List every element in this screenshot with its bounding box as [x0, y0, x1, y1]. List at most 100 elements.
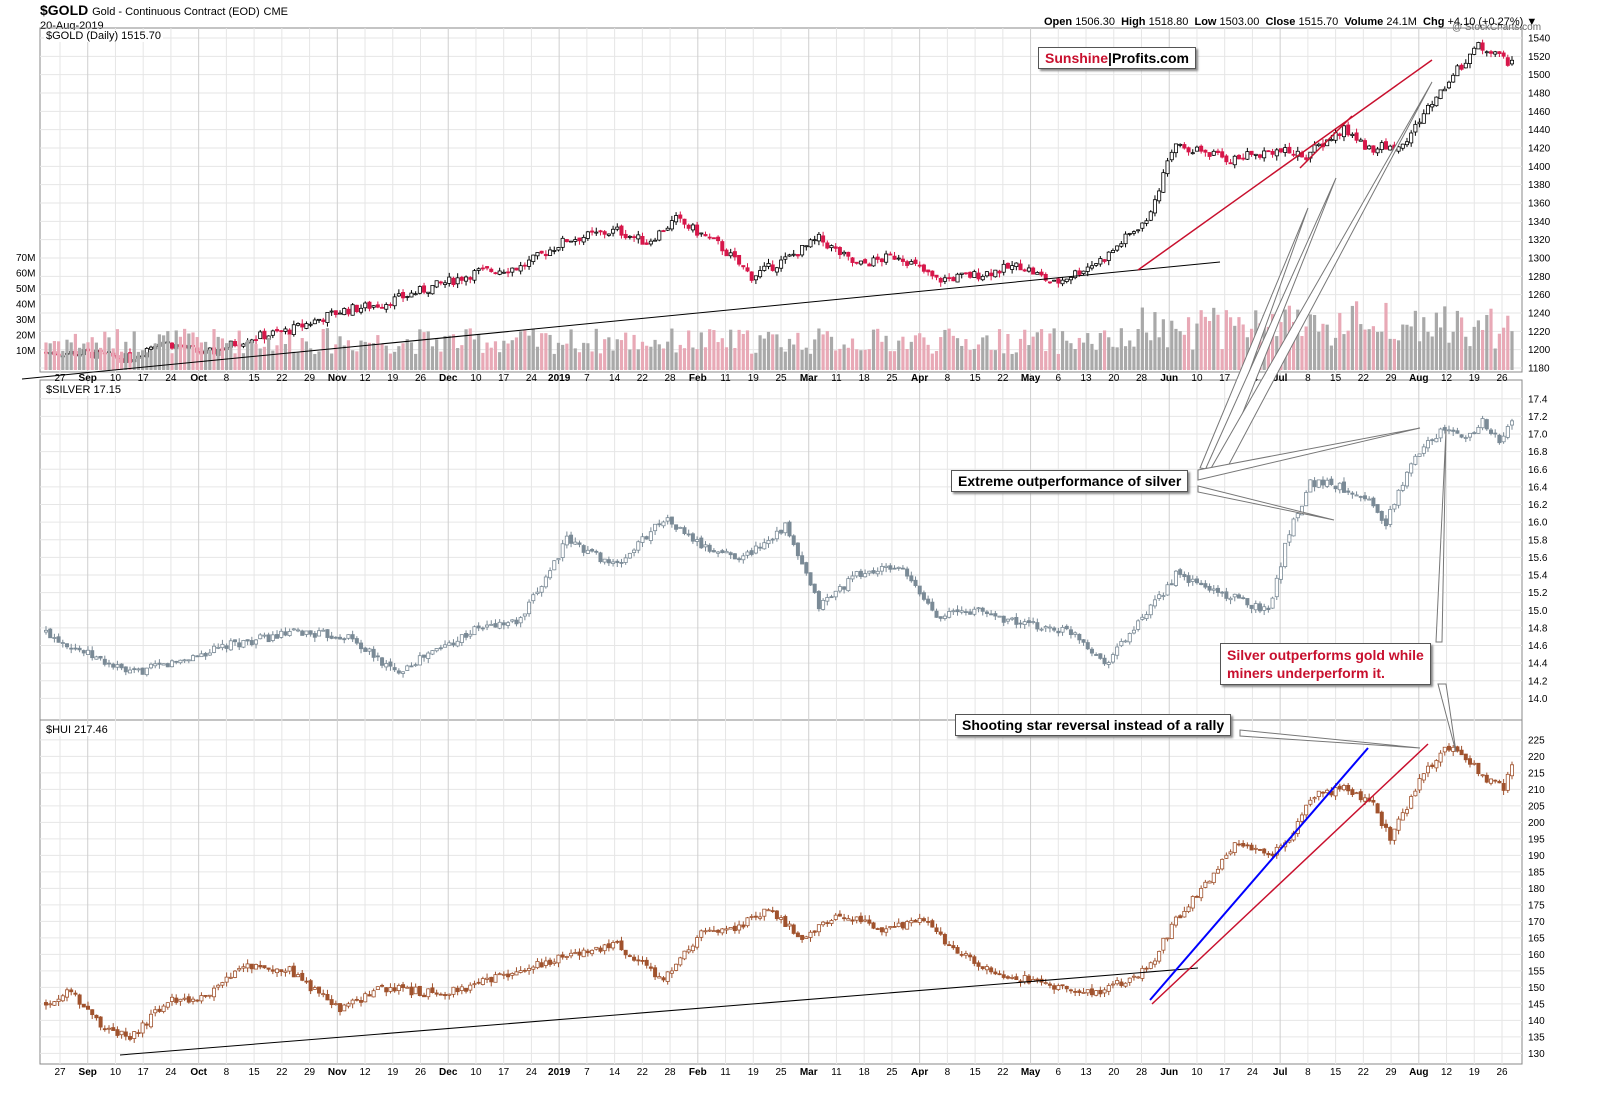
- volume-tick-label: 40M: [16, 300, 35, 311]
- volume-bar: [296, 352, 300, 370]
- x-tick-label: 22: [1358, 373, 1370, 384]
- candle-body: [1220, 591, 1225, 594]
- candle-body: [1299, 814, 1304, 822]
- volume-bar: [552, 353, 556, 370]
- candle-body: [489, 976, 494, 983]
- candle-body: [749, 550, 754, 555]
- candle-body: [758, 916, 763, 919]
- candle-body: [1186, 906, 1191, 912]
- candle-body: [632, 549, 637, 553]
- candle-body: [216, 646, 221, 649]
- candle-body: [296, 974, 301, 978]
- candle-body: [459, 986, 464, 991]
- volume-bar: [1363, 329, 1367, 370]
- candle-body: [812, 930, 817, 933]
- candle-body: [611, 942, 616, 949]
- gold-support-trendline: [21, 261, 1221, 380]
- candle-body: [1169, 923, 1174, 939]
- candle-body: [850, 257, 855, 263]
- candle-body: [867, 263, 872, 267]
- x-tick-label: 6: [1056, 373, 1062, 384]
- volume-bar: [317, 351, 321, 370]
- x-tick-label: 22: [637, 373, 649, 384]
- candle-body: [556, 247, 561, 251]
- candle-body: [585, 549, 590, 554]
- candle-body: [1367, 145, 1372, 150]
- volume-bar: [187, 333, 191, 370]
- candle-body: [405, 986, 410, 989]
- candle-body: [1136, 229, 1141, 232]
- candle-body: [1434, 760, 1439, 769]
- candle-body: [892, 255, 897, 260]
- volume-bar: [1023, 329, 1027, 370]
- candle-body: [1438, 89, 1443, 99]
- volume-bar: [813, 339, 817, 370]
- candle-body: [262, 965, 267, 969]
- x-tick-label: 25: [886, 1067, 898, 1078]
- candle-body: [417, 655, 422, 666]
- volume-bar: [162, 335, 166, 370]
- candle-body: [73, 647, 78, 650]
- candle-body: [1115, 245, 1120, 251]
- candle-body: [905, 921, 910, 930]
- candle-body: [308, 630, 313, 635]
- candle-body: [846, 578, 851, 592]
- y-tick-label: 15.0: [1528, 606, 1548, 617]
- candle-body: [581, 545, 586, 553]
- expand-arrow-icon[interactable]: ▼: [1526, 16, 1538, 28]
- candle-body: [107, 662, 112, 665]
- candle-body: [1102, 989, 1107, 994]
- candle-body: [300, 972, 305, 981]
- candle-body: [1358, 791, 1363, 801]
- candle-body: [1207, 585, 1212, 591]
- candle-body: [963, 272, 968, 275]
- candle-body: [1270, 151, 1275, 155]
- candle-body: [573, 541, 578, 545]
- volume-bar: [334, 344, 338, 370]
- volume-bar: [1464, 336, 1468, 370]
- candle-body: [350, 634, 355, 640]
- candle-body: [552, 961, 557, 965]
- candle-body: [434, 992, 439, 995]
- candle-body: [787, 521, 792, 537]
- volume-bar: [905, 349, 909, 370]
- y-tick-label: 16.8: [1528, 447, 1548, 458]
- y-tick-label: 175: [1528, 900, 1545, 911]
- volume-bar: [884, 335, 888, 370]
- x-tick-label: Aug: [1409, 373, 1428, 384]
- volume-bar: [976, 344, 981, 370]
- candle-body: [1467, 432, 1472, 438]
- candle-body: [489, 268, 494, 272]
- candle-body: [682, 527, 687, 534]
- candle-body: [455, 987, 460, 993]
- candle-body: [1283, 542, 1288, 568]
- volume-bar: [850, 338, 855, 370]
- candle-body: [1127, 633, 1132, 643]
- candle-body: [1392, 504, 1397, 510]
- candle-body: [140, 1022, 145, 1034]
- x-tick-label: 8: [1305, 1067, 1311, 1078]
- candle-body: [241, 966, 246, 969]
- candle-body: [1035, 978, 1040, 981]
- candle-body: [1308, 799, 1313, 805]
- candle-body: [833, 590, 838, 598]
- candle-body: [854, 916, 859, 921]
- candle-body: [329, 310, 334, 313]
- candle-body: [186, 659, 191, 662]
- candle-body: [1325, 789, 1330, 794]
- candle-body: [1236, 843, 1241, 846]
- candle-body: [422, 285, 427, 293]
- candle-body: [480, 627, 485, 630]
- candle-body: [107, 1027, 112, 1030]
- candle-body: [640, 536, 645, 543]
- candle-body: [1409, 463, 1414, 474]
- candle-body: [443, 644, 448, 648]
- candle-body: [989, 272, 994, 277]
- candle-body: [1442, 746, 1447, 753]
- volume-bar: [120, 351, 124, 370]
- volume-bar: [241, 353, 246, 370]
- candle-body: [1367, 498, 1372, 501]
- volume-bar: [225, 343, 229, 370]
- candle-body: [1173, 916, 1178, 926]
- candle-body: [283, 328, 288, 332]
